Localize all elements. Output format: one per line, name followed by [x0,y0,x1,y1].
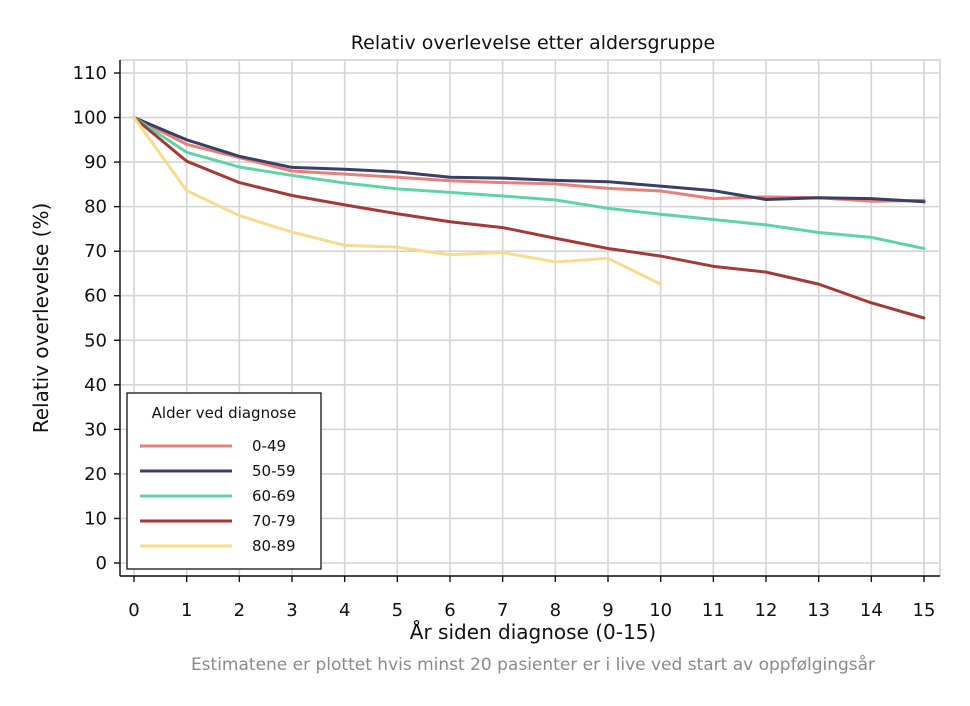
x-axis-label: År siden diagnose (0-15) [410,620,656,644]
series-line-50-59 [132,116,926,204]
legend-items: 0-49 50-59 60-69 70-79 80-89 [140,437,296,555]
y-ticks: 0 10 20 30 40 50 60 70 80 90 100 110 [73,63,120,574]
x-tick-label: 0 [128,600,139,621]
x-tick-label: 12 [755,600,778,621]
legend-box [126,392,322,570]
x-tick-label: 4 [339,600,350,621]
legend-label-50-59: 50-59 [252,462,296,480]
x-tick-label: 15 [913,600,936,621]
x-tick-label: 10 [649,600,672,621]
y-tick-label: 100 [73,108,107,129]
y-tick-label: 70 [84,241,107,262]
series-line-70-79 [132,116,926,320]
y-tick-label: 110 [73,63,107,84]
x-tick-label: 14 [860,600,883,621]
x-tick-label: 5 [392,600,403,621]
legend-title: Alder ved diagnose [152,404,297,422]
y-tick-label: 40 [84,375,107,396]
y-tick-label: 0 [96,553,107,574]
x-tick-label: 9 [602,600,613,621]
y-tick-label: 20 [84,464,107,485]
legend-label-60-69: 60-69 [252,487,296,505]
x-tick-label: 11 [702,600,725,621]
series-line-60-69 [132,116,926,251]
legend-label-0-49: 0-49 [252,437,286,455]
y-tick-label: 30 [84,419,107,440]
y-axis-label: Relativ overlevelse (%) [29,203,53,434]
series-lines [132,116,926,320]
series-line-80-89 [132,116,663,286]
legend-label-80-89: 80-89 [252,537,296,555]
x-tick-label: 3 [286,600,297,621]
x-tick-label: 7 [497,600,508,621]
x-tick-label: 2 [234,600,245,621]
x-tick-label: 8 [550,600,561,621]
y-tick-label: 80 [84,197,107,218]
y-tick-label: 50 [84,330,107,351]
y-tick-label: 60 [84,286,107,307]
x-tick-label: 13 [807,600,830,621]
legend: Alder ved diagnose 0-49 50-59 60-69 70-79 80… [126,392,322,570]
y-tick-label: 10 [84,508,107,529]
x-ticks: 0 1 2 3 4 5 6 7 8 9 10 11 12 13 14 15 [128,576,935,621]
y-tick-label: 90 [84,152,107,173]
footnote: Estimatene er plottet hvis minst 20 pasi… [191,654,875,675]
x-tick-label: 6 [444,600,455,621]
x-tick-label: 1 [181,600,192,621]
chart-title: Relativ overlevelse etter aldersgruppe [351,32,715,54]
legend-label-70-79: 70-79 [252,512,296,530]
